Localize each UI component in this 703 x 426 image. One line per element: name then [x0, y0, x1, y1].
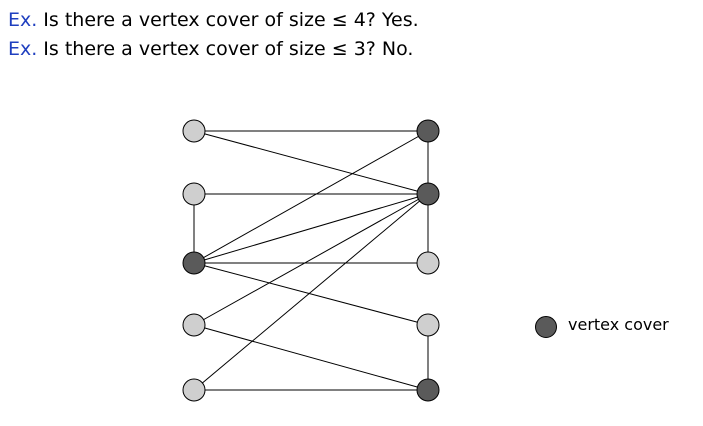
graph-node-L4 [182, 313, 206, 337]
graph-node-R3 [416, 251, 440, 275]
graph-node-L3-cover [182, 251, 206, 275]
example-prefix: Ex. [8, 38, 38, 60]
graph-node-L2 [182, 182, 206, 206]
graph-edges [193, 130, 429, 391]
example-text: Is there a vertex cover of size ≤ 3? No. [43, 38, 414, 60]
graph-node-R2-cover [416, 182, 440, 206]
graph-node-L1 [182, 119, 206, 143]
edge-L3-R1 [193, 130, 429, 264]
example-prefix: Ex. [8, 9, 38, 31]
legend-label: vertex cover [568, 315, 669, 334]
edge-L4-R2 [193, 193, 429, 326]
graph-node-R5-cover [416, 378, 440, 402]
graph-node-L5 [182, 378, 206, 402]
example-line-1: Ex. Is there a vertex cover of size ≤ 4? … [8, 9, 419, 31]
edge-L3-R2 [193, 193, 429, 264]
graph-nodes [182, 119, 440, 402]
edge-L3-R4 [193, 262, 429, 326]
example-line-2: Ex. Is there a vertex cover of size ≤ 3? … [8, 38, 413, 60]
graph-node-R1-cover [416, 119, 440, 143]
legend-filled-circle-icon [535, 316, 557, 338]
edge-L1-R2 [193, 130, 429, 195]
graph-node-R4 [416, 313, 440, 337]
example-text: Is there a vertex cover of size ≤ 4? Yes… [43, 9, 419, 31]
edge-L4-R5 [193, 324, 429, 391]
edge-L5-R2 [193, 193, 429, 391]
